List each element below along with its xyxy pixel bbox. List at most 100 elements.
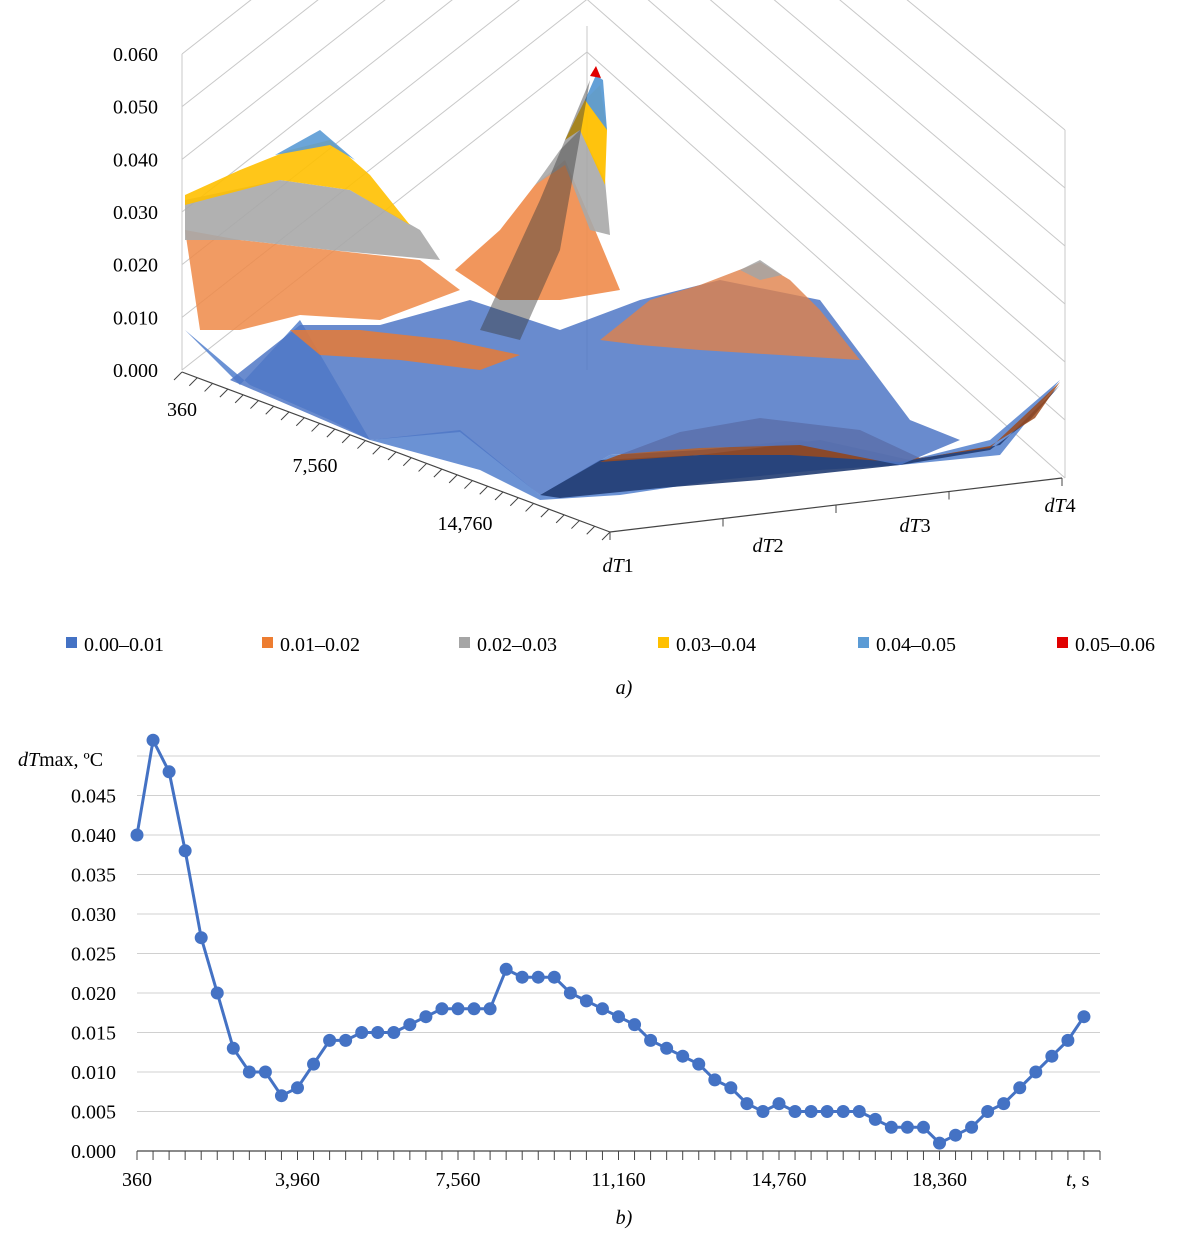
surface-patch-orange-left — [185, 230, 460, 330]
y-tick-label: 0.020 — [71, 983, 116, 1005]
y-tick-label: 0.045 — [71, 786, 116, 808]
series-axis-label: dT2 — [752, 535, 783, 557]
x-axis-label: t, s — [1066, 1169, 1090, 1191]
data-point — [515, 970, 529, 984]
data-point — [740, 1097, 754, 1111]
data-point — [644, 1033, 658, 1047]
y-tick-label: 0.015 — [71, 1023, 116, 1045]
time-axis-tick — [418, 463, 427, 472]
data-point — [419, 1010, 433, 1024]
surface-patch-orange-mid — [290, 330, 520, 370]
x-axis-label-italic: t — [1066, 1169, 1072, 1191]
series-axis-label: dT1 — [602, 555, 633, 577]
legend-label: 0.04–0.05 — [876, 634, 956, 656]
legend-swatch — [858, 637, 869, 648]
data-point — [274, 1089, 288, 1103]
data-point — [451, 1002, 465, 1016]
surface-patch-blue-left-top — [275, 130, 355, 160]
legend-label: 0.01–0.02 — [280, 634, 360, 656]
data-point — [258, 1065, 272, 1079]
data-point — [1013, 1081, 1027, 1095]
data-point — [323, 1033, 337, 1047]
data-point — [178, 844, 192, 858]
legend-swatch — [459, 637, 470, 648]
surface-patch-orange-right — [600, 262, 860, 360]
wall-gridline-right — [647, 0, 1066, 363]
data-point — [403, 1018, 417, 1032]
y-tick-label: 0.000 — [71, 1141, 116, 1163]
data-point — [339, 1033, 353, 1047]
data-point — [852, 1105, 866, 1118]
time-axis-tick — [219, 388, 229, 398]
surface-patch-gray-left — [185, 180, 440, 260]
data-point — [836, 1105, 850, 1118]
wall-gridline-left — [181, 0, 453, 213]
data-point — [820, 1105, 834, 1118]
wall-gridline-left — [181, 0, 319, 108]
gridlines — [137, 755, 1100, 1112]
surface-peak-blue — [585, 75, 607, 130]
series-line — [135, 735, 1086, 1145]
surface-peak-shadow — [480, 80, 590, 340]
data-point — [291, 1081, 304, 1095]
data-point — [660, 1041, 674, 1055]
data-point — [162, 765, 176, 779]
data-point — [1077, 1010, 1091, 1024]
surface-patch-gray-right — [740, 260, 782, 280]
time-axis-tick — [173, 371, 183, 381]
data-point — [210, 986, 224, 1000]
z-tick-label: 0.060 — [113, 44, 158, 66]
x-tick-label: 360 — [122, 1169, 152, 1191]
legend-swatch — [262, 637, 273, 648]
time-axis-tick — [341, 434, 351, 444]
data-point — [595, 1002, 609, 1016]
time-axis-tick — [234, 394, 244, 404]
legend-item: 0.03–0.04 — [658, 634, 756, 656]
data-point — [194, 931, 208, 945]
data-point — [531, 970, 545, 984]
x-axis — [136, 1150, 1101, 1160]
data-point — [499, 962, 513, 976]
time-axis-tick — [311, 423, 320, 432]
data-point — [1029, 1065, 1043, 1079]
time-axis-tick — [586, 525, 596, 535]
series-axis-labels: dT1 dT2 dT3 dT4 — [602, 495, 1075, 577]
time-axis-tick — [555, 514, 565, 524]
surface-patch-dark — [540, 385, 1060, 498]
data-point — [900, 1120, 914, 1134]
data-point — [884, 1120, 898, 1134]
time-axis-tick — [571, 520, 580, 529]
data-point — [242, 1065, 256, 1079]
y-tick-label: 0.035 — [71, 865, 116, 887]
legend-item: 0.02–0.03 — [459, 634, 557, 656]
data-point — [547, 970, 561, 984]
time-tick-labels: 360 7,560 14,760 — [167, 399, 493, 535]
legend-label: 0.05–0.06 — [1075, 634, 1155, 656]
data-point — [692, 1057, 706, 1071]
data-point — [997, 1097, 1011, 1111]
data-point — [981, 1105, 995, 1118]
data-point — [724, 1081, 738, 1095]
data-point — [916, 1120, 930, 1134]
data-point — [804, 1105, 818, 1118]
wall-gridline-right — [773, 0, 1066, 247]
legend-item: 0.05–0.06 — [1057, 634, 1155, 656]
data-point — [387, 1026, 401, 1039]
time-axis-tick — [326, 428, 336, 438]
y-tick-labels: 0.000 0.005 0.010 0.015 0.020 0.025 0.030 0.035… — [71, 786, 116, 1164]
time-axis-tick — [250, 400, 259, 409]
z-tick-label: 0.020 — [113, 255, 158, 277]
data-point — [146, 733, 160, 747]
data-point — [435, 1002, 449, 1016]
data-point — [708, 1073, 722, 1087]
data-point — [1045, 1049, 1059, 1063]
time-axis-tick — [448, 474, 458, 484]
time-axis-tick — [402, 457, 412, 467]
data-point — [467, 1002, 481, 1016]
data-point — [371, 1026, 385, 1039]
legend-label: 0.02–0.03 — [477, 634, 557, 656]
time-axis-tick — [601, 531, 611, 541]
data-point — [307, 1057, 321, 1071]
time-axis-tick — [464, 480, 473, 489]
x-tick-label: 7,560 — [436, 1169, 481, 1191]
